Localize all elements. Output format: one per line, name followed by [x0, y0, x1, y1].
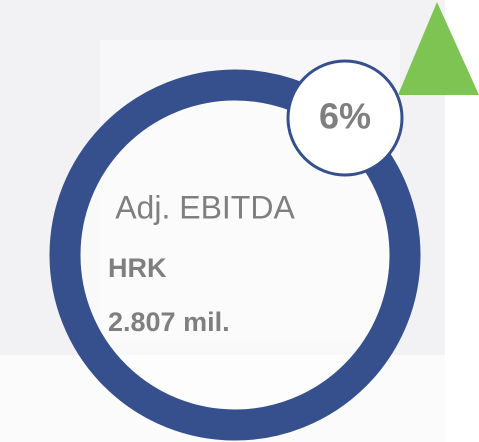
amount-label: 2.807 mil.: [108, 307, 230, 337]
currency-label: HRK: [108, 253, 167, 283]
up-arrow: [398, 2, 479, 95]
badge-circle: [286, 59, 404, 177]
metric-label: Adj. EBITDA: [115, 189, 295, 225]
change-label: 6%: [319, 96, 371, 137]
